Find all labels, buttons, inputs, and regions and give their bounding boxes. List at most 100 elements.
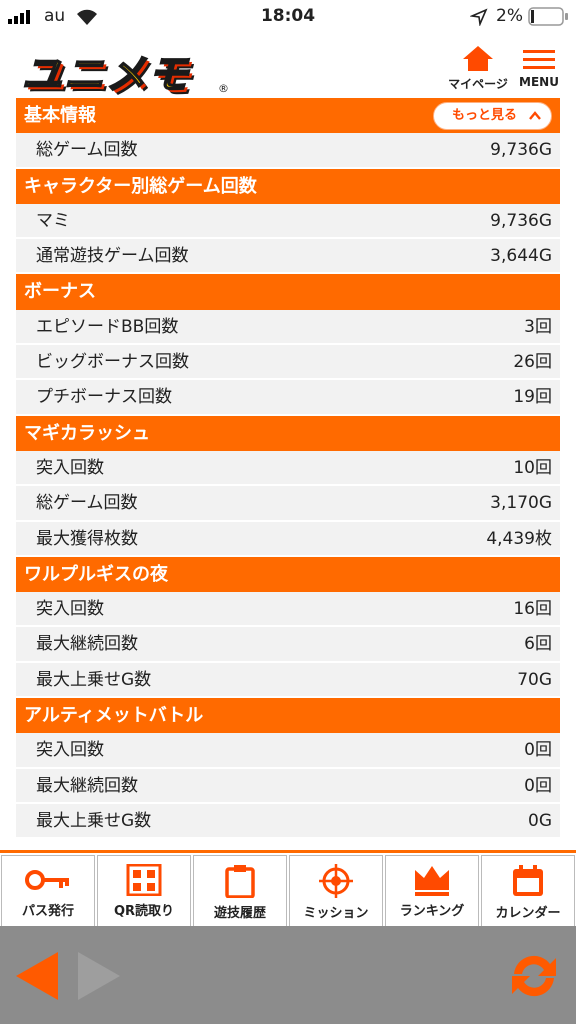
row-label: 突入回数 <box>36 457 104 478</box>
row-label: 最大獲得枚数 <box>36 528 138 549</box>
battery-percent: 2% <box>496 6 523 26</box>
row-label: 突入回数 <box>36 740 104 761</box>
nav-label: 遊技履歴 <box>213 906 266 921</box>
row-label: エピソードBB回数 <box>36 316 179 337</box>
menu-icon <box>523 50 555 69</box>
signal-icon <box>8 10 30 24</box>
mypage-label: マイページ <box>448 77 508 91</box>
row-value: 0回 <box>524 740 552 761</box>
nav-item[interactable]: ミッション <box>289 855 383 927</box>
section-header: ボーナス <box>16 274 560 310</box>
battery-icon <box>528 7 568 26</box>
data-list: 基本情報 もっと見る総ゲーム回数 9,736G キャラクター別総ゲーム回数マミ 9,73… <box>16 98 560 850</box>
row-value: 3,644G <box>490 246 552 267</box>
row-value: 3回 <box>524 316 552 337</box>
more-label: もっと見る <box>451 108 517 123</box>
nav-label: ランキング <box>399 904 465 919</box>
data-row: マミ 9,736G <box>16 203 560 240</box>
row-value: 4,439枚 <box>486 528 552 549</box>
nav-label: パス発行 <box>21 904 74 919</box>
section-header: キャラクター別総ゲーム回数 <box>16 168 560 204</box>
bottom-nav: パス発行 QR読取り 遊技履歴 ミッション ランキング カレンダー <box>0 850 576 929</box>
logo[interactable]: ユニメモ <box>21 51 190 99</box>
data-row: 突入回数 0回 <box>16 733 560 769</box>
row-label: 通常遊技ゲーム回数 <box>36 246 189 267</box>
row-value: 26回 <box>513 352 552 373</box>
wifi-icon <box>77 9 97 25</box>
data-row: 最大継続回数 6回 <box>16 627 560 663</box>
registered-mark: ® <box>218 82 229 95</box>
section-title: ワルプルギスの夜 <box>24 563 168 585</box>
row-label: プチボーナス回数 <box>36 387 172 408</box>
data-row: ビッグボーナス回数 26回 <box>16 345 560 381</box>
row-value: 0回 <box>524 775 552 796</box>
row-label: 最大上乗せG数 <box>36 810 152 831</box>
browser-toolbar <box>0 926 576 1024</box>
section-header: ワルプルギスの夜 <box>16 556 560 593</box>
data-row: 最大上乗せG数 0G <box>16 803 560 840</box>
data-row: プチボーナス回数 19回 <box>16 380 560 416</box>
header: ユニメモ ® マイページ MENU <box>0 34 576 100</box>
row-label: 総ゲーム回数 <box>36 140 138 161</box>
row-value: 9,736G <box>490 210 552 231</box>
row-label: 最大継続回数 <box>36 775 138 796</box>
row-value: 16回 <box>513 599 552 620</box>
section-header: マギカラッシュ <box>16 415 560 451</box>
nav-icon <box>513 865 543 896</box>
data-row: 通常遊技ゲーム回数 3,644G <box>16 239 560 275</box>
nav-item[interactable]: QR読取り <box>97 855 191 927</box>
nav-label: カレンダー <box>495 906 561 921</box>
row-value: 19回 <box>513 387 552 408</box>
data-row: 総ゲーム回数 9,736G <box>16 133 560 169</box>
row-label: 突入回数 <box>36 599 104 620</box>
row-value: 9,736G <box>490 140 552 161</box>
nav-item[interactable]: カレンダー <box>481 855 575 927</box>
nav-icon <box>225 865 255 898</box>
data-row: 突入回数 10回 <box>16 450 560 487</box>
row-value: 70G <box>517 669 552 690</box>
nav-label: ミッション <box>303 906 369 921</box>
row-value: 6回 <box>524 634 552 655</box>
nav-label: QR読取り <box>113 904 175 919</box>
menu-button[interactable]: MENU <box>514 44 564 89</box>
more-button[interactable]: もっと見る <box>432 102 552 130</box>
section-title: アルティメットバトル <box>24 705 204 727</box>
row-label: 最大上乗せG数 <box>36 669 152 690</box>
data-row: 最大継続回数 0回 <box>16 768 560 804</box>
data-row: 最大上乗せG数 70G <box>16 662 560 699</box>
row-label: マミ <box>36 210 70 231</box>
data-row: 最大獲得枚数 4,439枚 <box>16 521 560 557</box>
section-title: マギカラッシュ <box>24 422 150 444</box>
location-icon <box>470 8 488 26</box>
data-row: 総ゲーム回数 3,170G <box>16 486 560 522</box>
section-title: キャラクター別総ゲーム回数 <box>24 175 257 197</box>
mypage-button[interactable]: マイページ <box>448 44 508 92</box>
forward-button[interactable] <box>74 948 124 1004</box>
clock: 18:04 <box>260 6 316 26</box>
status-bar: au 18:04 2% <box>0 0 576 34</box>
row-label: ビッグボーナス回数 <box>36 352 189 373</box>
nav-item[interactable]: パス発行 <box>1 855 95 927</box>
carrier: au <box>44 6 66 26</box>
row-value: 10回 <box>513 457 552 478</box>
section-title: ボーナス <box>24 281 96 303</box>
nav-item[interactable]: ランキング <box>385 855 479 927</box>
nav-icon <box>126 864 162 896</box>
row-value: 0G <box>528 810 552 831</box>
data-row: エピソードBB回数 3回 <box>16 309 560 346</box>
row-value: 3,170G <box>490 493 552 514</box>
home-icon <box>463 46 493 71</box>
menu-label: MENU <box>519 75 559 89</box>
reload-button[interactable] <box>506 948 562 1004</box>
section-header: アルティメットバトル <box>16 698 560 734</box>
row-label: 最大継続回数 <box>36 634 138 655</box>
row-label: 総ゲーム回数 <box>36 493 138 514</box>
chevron-up <box>529 111 541 120</box>
nav-icon <box>415 866 449 896</box>
back-button[interactable] <box>12 948 62 1004</box>
section-title: 基本情報 <box>24 105 96 126</box>
nav-item[interactable]: 遊技履歴 <box>193 855 287 927</box>
section-header: 基本情報 もっと見る <box>16 98 560 134</box>
nav-icon <box>25 870 69 890</box>
